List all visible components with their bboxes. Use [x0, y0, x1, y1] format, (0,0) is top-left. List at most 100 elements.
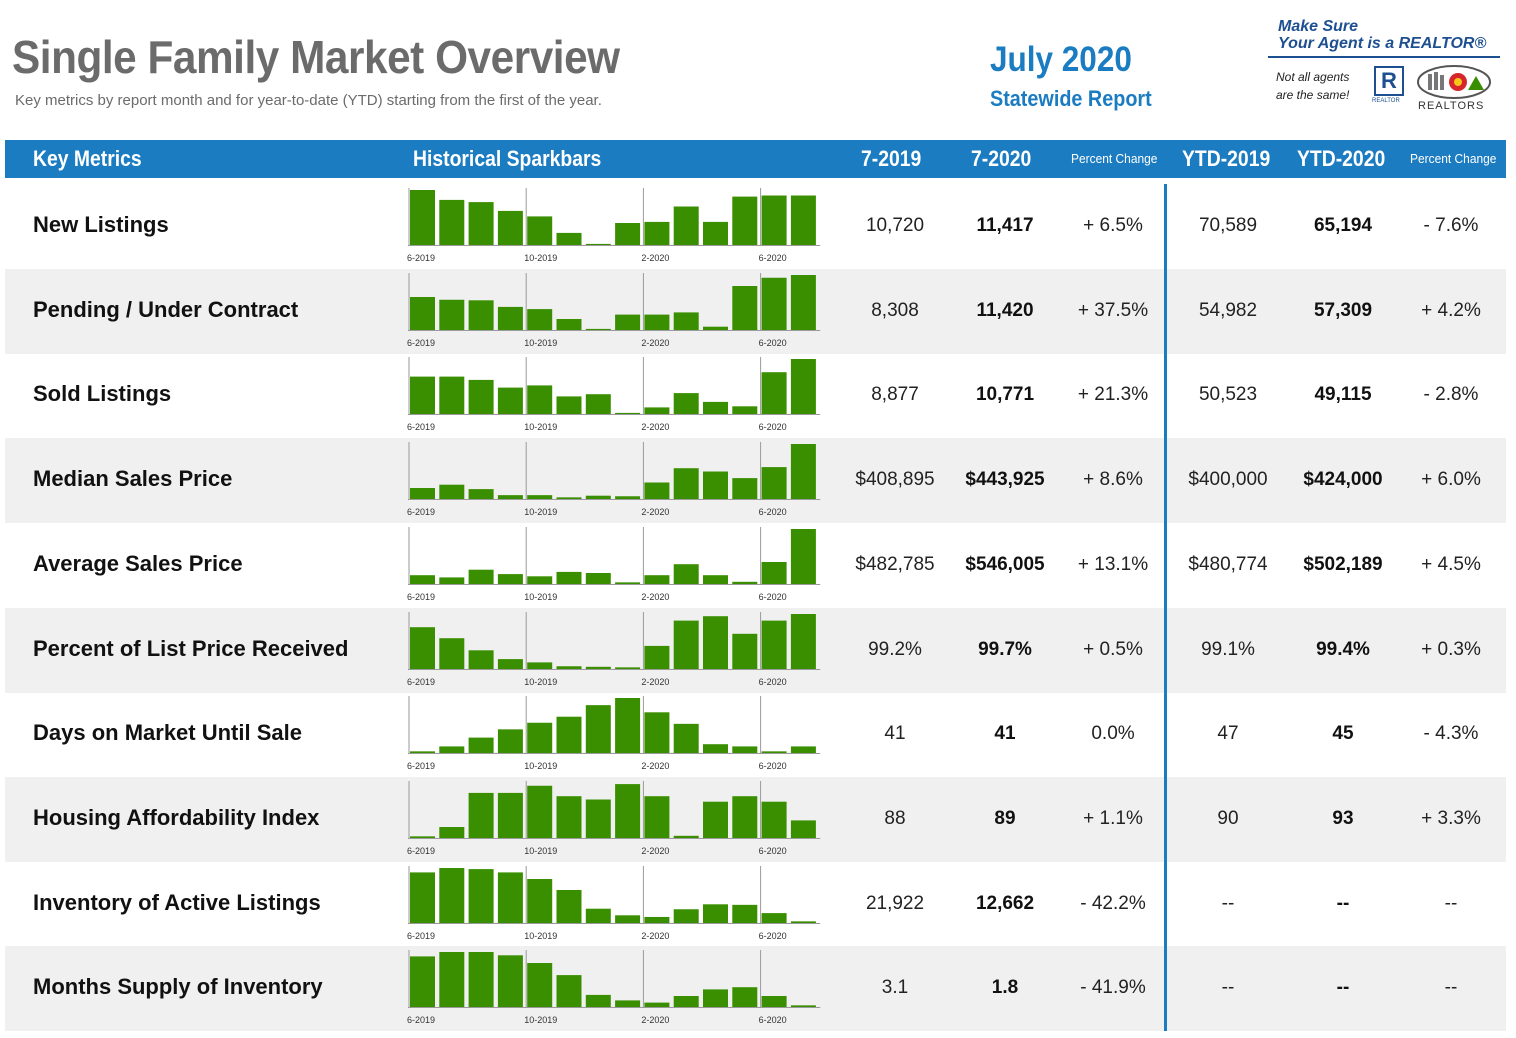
- table-row: Inventory of Active Listings 6-2019 10-201…: [5, 862, 1506, 947]
- sparkbar: [673, 468, 699, 500]
- value-pct-change-ytd: - 7.6%: [1423, 215, 1479, 236]
- sparkbar: [585, 799, 611, 838]
- sparkbar-tick-label: 2-2020: [641, 422, 669, 432]
- sparkbar: [556, 889, 582, 923]
- sparkbar-chart: 6-2019 10-2019 2-2020 6-2020: [407, 188, 821, 263]
- sparkbar: [732, 196, 758, 245]
- table-row: Sold Listings 6-2019 10-2019 2-2020 6-2020 8,…: [5, 353, 1506, 438]
- sparkbar: [585, 995, 611, 1008]
- report-scope: Statewide Report: [990, 86, 1152, 111]
- sparkbar-chart: 6-2019 10-2019 2-2020 6-2020: [407, 272, 821, 348]
- sparkbar: [468, 868, 494, 923]
- sparkbar: [468, 649, 494, 669]
- sparkbar-tick-label: 10-2019: [524, 1015, 557, 1025]
- sparkbar: [790, 528, 816, 584]
- sparkbar: [732, 746, 758, 754]
- sparkbar-tick-label: 6-2020: [759, 1015, 787, 1025]
- sparkbar: [439, 867, 465, 923]
- value-ytd-2019: 90: [1217, 807, 1239, 829]
- sparkbar-tick-label: 6-2019: [407, 422, 435, 432]
- sparkbar-tick-label: 10-2019: [524, 931, 557, 941]
- sparkbar: [410, 488, 435, 500]
- sparkbar: [673, 312, 699, 330]
- sparkbar-chart: 6-2019 10-2019 2-2020 6-2020: [407, 611, 821, 687]
- sparkbar: [732, 478, 758, 500]
- sparkbar: [673, 908, 699, 923]
- sparkbar-tick-label: 6-2020: [759, 253, 787, 263]
- sparkbar: [468, 569, 494, 584]
- sparkbar: [527, 576, 553, 584]
- sparkbar: [790, 920, 816, 923]
- value-ytd-2019: $400,000: [1188, 469, 1268, 491]
- sparkbar: [761, 912, 787, 923]
- sparkbar: [468, 952, 494, 1008]
- table-row: Percent of List Price Received 6-2019 10-2…: [5, 607, 1506, 693]
- value-ytd-2020: 57,309: [1313, 299, 1373, 321]
- sparkbar: [439, 826, 465, 838]
- sparkbar-tick-label: 6-2019: [407, 761, 435, 771]
- col-pct-change-ytd: Percent Change: [1410, 151, 1497, 166]
- sparkbar-tick-label: 6-2019: [407, 1015, 435, 1025]
- sparkbar: [556, 665, 582, 669]
- value-ytd-2019: $480,774: [1188, 553, 1268, 575]
- sparkbar: [497, 792, 523, 838]
- value-month-2019: 88: [884, 807, 906, 829]
- sparkbar: [527, 878, 553, 923]
- badge-line-1: Make Sure: [1278, 18, 1359, 35]
- value-month-2020: 41: [994, 723, 1016, 745]
- sparkbar: [644, 916, 670, 923]
- sparkbar: [673, 996, 699, 1008]
- value-pct-change-month: - 42.2%: [1080, 892, 1146, 914]
- value-pct-change-month: + 8.6%: [1083, 469, 1143, 491]
- sparkbar: [468, 380, 494, 415]
- sparkbar: [615, 223, 641, 245]
- value-pct-change-ytd: + 0.3%: [1421, 638, 1481, 660]
- sparkbar: [790, 1005, 816, 1008]
- sparkbar: [673, 563, 699, 584]
- value-month-2019: 21,922: [865, 892, 925, 914]
- sparkbar: [732, 796, 758, 838]
- sparkbar: [673, 835, 699, 838]
- value-month-2020: 12,662: [975, 892, 1035, 914]
- sparkbar: [644, 482, 670, 500]
- value-ytd-2020: 65,194: [1313, 215, 1373, 236]
- sparkbar: [410, 871, 435, 923]
- value-pct-change-ytd: + 4.2%: [1421, 299, 1481, 321]
- sparkbar: [585, 495, 611, 500]
- page-title: Single Family Market Overview: [12, 31, 620, 83]
- col-month-2020: 7-2020: [971, 146, 1032, 171]
- sparkbar: [761, 801, 787, 838]
- value-ytd-2020: $424,000: [1303, 469, 1383, 491]
- value-ytd-2020: 93: [1332, 807, 1354, 829]
- sparkbar-tick-label: 10-2019: [524, 422, 557, 432]
- value-ytd-2020: $502,189: [1303, 553, 1383, 575]
- value-month-2020: 11,420: [976, 299, 1034, 321]
- sparkbar: [703, 989, 728, 1008]
- sparkbar: [703, 471, 728, 500]
- sparkbar: [527, 661, 553, 669]
- sparkbar: [527, 785, 553, 838]
- sparkbar: [585, 243, 611, 245]
- value-ytd-2020: --: [1336, 892, 1350, 914]
- page-subtitle: Key metrics by report month and for year…: [15, 92, 602, 109]
- sparkbar: [585, 666, 611, 669]
- sparkbar-tick-label: 6-2020: [759, 592, 787, 602]
- sparkbar: [673, 724, 699, 754]
- sparkbar: [644, 796, 670, 838]
- sparkbar: [615, 698, 641, 754]
- sparkbar: [410, 376, 435, 415]
- sparkbar: [497, 729, 523, 754]
- sparkbar: [439, 199, 465, 245]
- sparkbar-chart: 6-2019 10-2019 2-2020 6-2020: [407, 526, 821, 602]
- table-row: Average Sales Price 6-2019 10-2019 2-2020 6-…: [5, 523, 1506, 608]
- value-ytd-2019: 50,523: [1198, 384, 1258, 406]
- value-month-2020: $443,925: [965, 469, 1045, 491]
- value-ytd-2019: 47: [1217, 723, 1239, 745]
- realtor-r-icon: R: [1374, 66, 1404, 96]
- sparkbar: [439, 637, 465, 669]
- sparkbar: [585, 705, 611, 754]
- badge-rule: [1268, 56, 1500, 58]
- sparkbar: [615, 1000, 641, 1008]
- sparkbar: [410, 626, 435, 669]
- sparkbar-tick-label: 2-2020: [641, 761, 669, 771]
